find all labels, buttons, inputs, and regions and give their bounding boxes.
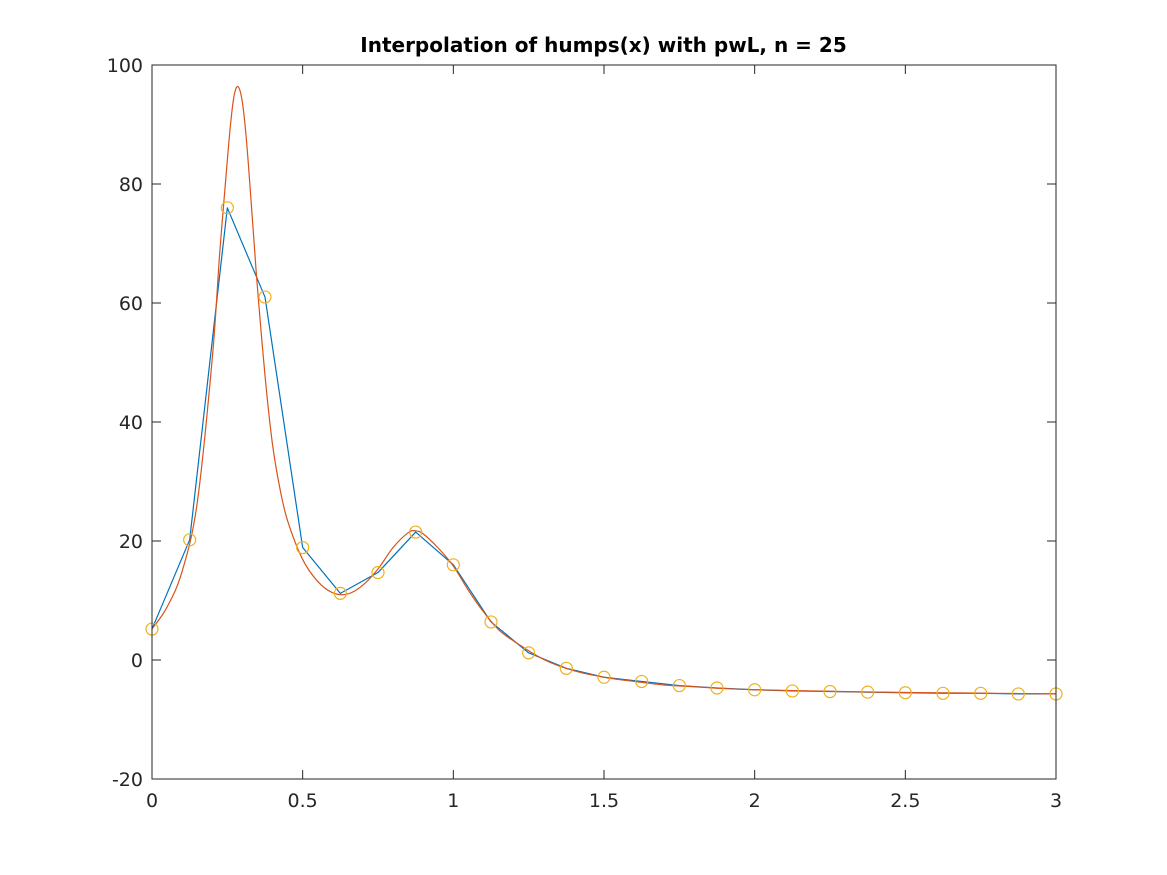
y-tick-label: 20	[119, 531, 143, 553]
node-marker	[484, 615, 498, 629]
node-marker	[522, 646, 536, 660]
plot-area-background	[152, 65, 1056, 779]
plot-area-frame	[151, 64, 1057, 780]
node-marker	[220, 201, 234, 215]
node-marker	[1011, 687, 1025, 701]
node-marker	[823, 684, 837, 699]
node-marker	[748, 683, 762, 697]
x-tick-label: 1	[447, 790, 459, 812]
x-tick-label: 2.5	[890, 790, 920, 812]
node-marker	[635, 674, 649, 689]
y-axis-ticks: -20 0 20 40 60 80 100	[107, 55, 1056, 791]
x-tick-label: 0.5	[288, 790, 318, 812]
chart-title: Interpolation of humps(x) with pwL, n = …	[360, 33, 846, 57]
x-axis-ticks: 0 0.5 1 1.5 2 2.5 3	[146, 65, 1062, 812]
node-marker	[446, 558, 460, 572]
node-marker	[936, 686, 950, 700]
x-tick-label: 0	[146, 790, 158, 812]
node-marker	[861, 685, 875, 699]
y-tick-label: 80	[119, 174, 143, 196]
node-marker	[258, 290, 272, 304]
y-tick-label: 0	[131, 650, 143, 672]
node-marker	[409, 525, 423, 539]
node-marker	[785, 684, 799, 698]
node-marker	[333, 586, 347, 600]
node-marker	[898, 686, 912, 700]
node-marker	[183, 533, 197, 547]
y-tick-label: -20	[112, 769, 143, 791]
y-tick-label: 40	[119, 412, 143, 434]
node-marker	[371, 565, 385, 580]
series-layer	[145, 85, 1063, 701]
x-tick-label: 3	[1050, 790, 1062, 812]
node-marker	[710, 681, 724, 695]
node-marker	[559, 661, 573, 675]
x-tick-label: 1.5	[589, 790, 619, 812]
node-marker	[974, 686, 988, 700]
node-marker	[672, 678, 686, 693]
y-tick-label: 60	[119, 293, 143, 315]
x-tick-label: 2	[749, 790, 761, 812]
node-marker	[296, 540, 310, 555]
node-marker	[597, 670, 611, 684]
y-tick-label: 100	[107, 55, 143, 77]
